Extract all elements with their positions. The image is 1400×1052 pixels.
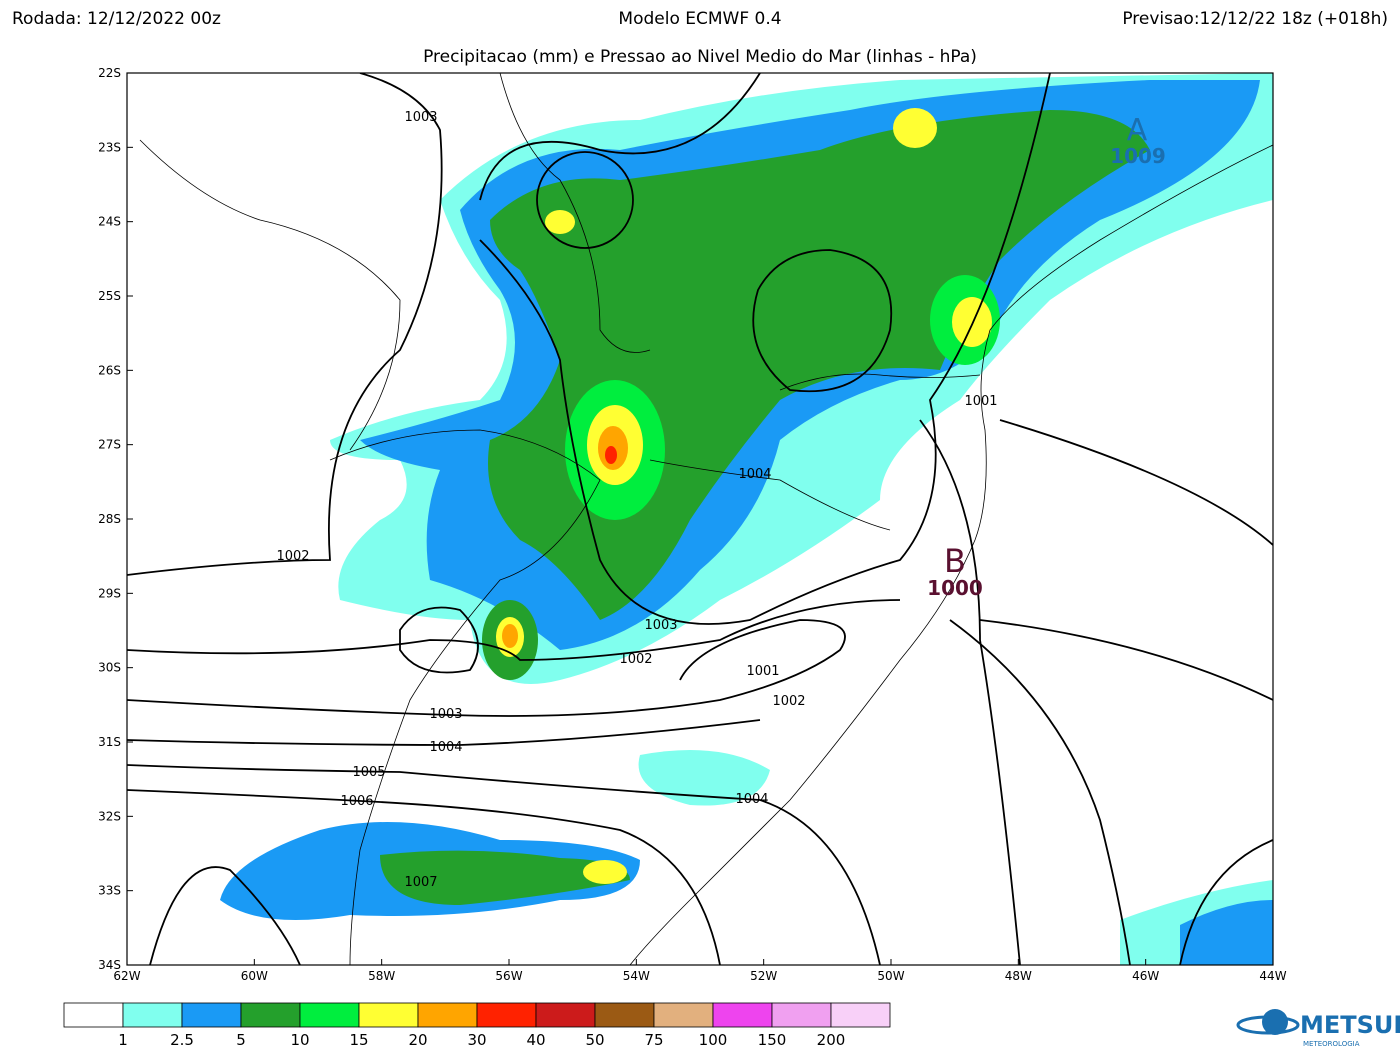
colorbar-label: 40 (526, 1031, 545, 1049)
map: 1003 1001 1004 1002 1003 1002 1001 1002 … (98, 66, 1287, 983)
colorbar-swatch (299, 1002, 360, 1028)
lat-label: 34S (98, 958, 121, 972)
lat-label: 31S (98, 735, 121, 749)
colorbar-label: 15 (349, 1031, 368, 1049)
colorbar: 1 2.5 5 10 15 20 30 40 50 75 100 150 200 (63, 1002, 891, 1049)
isobar-label: 1004 (735, 792, 768, 807)
logo-name: METSUL (1300, 1011, 1400, 1039)
isobar-label: 1004 (429, 740, 462, 755)
lat-label: 33S (98, 884, 121, 898)
isobar-label: 1001 (746, 664, 779, 679)
logo-tagline: METEOROLOGIA (1303, 1040, 1360, 1048)
lat-label: 23S (98, 140, 121, 154)
isobar-label: 1006 (340, 794, 373, 809)
lon-label: 56W (495, 969, 522, 983)
lon-label: 60W (241, 969, 268, 983)
colorbar-label: 20 (408, 1031, 427, 1049)
low-value: 1000 (927, 576, 983, 600)
borders (139, 73, 1273, 965)
isobar-label: 1002 (276, 549, 309, 564)
isobar-label: 1007 (404, 875, 437, 890)
logo: METSUL METEOROLOGIA (1236, 1009, 1400, 1048)
isobar-label: 1005 (352, 765, 385, 780)
colorbar-swatch (712, 1002, 773, 1028)
colorbar-swatch (594, 1002, 655, 1028)
isobar-label: 1001 (964, 394, 997, 409)
lon-label: 50W (877, 969, 904, 983)
lat-label: 32S (98, 809, 121, 823)
isobar-label: 1003 (404, 110, 437, 125)
colorbar-label: 50 (585, 1031, 604, 1049)
colorbar-swatch (358, 1002, 419, 1028)
lat-label: 25S (98, 289, 121, 303)
colorbar-label: 150 (758, 1031, 787, 1049)
colorbar-swatch (122, 1002, 183, 1028)
lon-label: 52W (750, 969, 777, 983)
colorbar-label: 10 (290, 1031, 309, 1049)
colorbar-label: 75 (644, 1031, 663, 1049)
colorbar-swatch (653, 1002, 714, 1028)
low-symbol: B (944, 542, 966, 580)
run-label: Rodada: 12/12/2022 00z (12, 9, 221, 29)
lon-label: 46W (1132, 969, 1159, 983)
high-symbol: A (1127, 113, 1148, 148)
lat-label: 22S (98, 66, 121, 80)
colorbar-swatch (240, 1002, 301, 1028)
lon-label: 44W (1259, 969, 1286, 983)
lon-label: 54W (623, 969, 650, 983)
lat-label: 29S (98, 586, 121, 600)
colorbar-swatch (830, 1002, 891, 1028)
colorbar-label: 200 (817, 1031, 846, 1049)
colorbar-label: 30 (467, 1031, 486, 1049)
colorbar-swatch (771, 1002, 832, 1028)
colorbar-label: 2.5 (170, 1031, 194, 1049)
colorbar-swatch (476, 1002, 537, 1028)
forecast-label: Previsao:12/12/22 18z (+018h) (1122, 9, 1388, 29)
colorbar-swatch (181, 1002, 242, 1028)
isobar-label: 1003 (429, 707, 462, 722)
lon-label: 48W (1005, 969, 1032, 983)
lat-label: 26S (98, 363, 121, 377)
colorbar-swatch (63, 1002, 124, 1028)
colorbar-label: 100 (699, 1031, 728, 1049)
lat-label: 27S (98, 438, 121, 452)
colorbar-label: 5 (236, 1031, 246, 1049)
lat-label: 28S (98, 512, 121, 526)
subtitle: Precipitacao (mm) e Pressao ao Nivel Med… (423, 47, 977, 67)
lon-label: 58W (368, 969, 395, 983)
colorbar-swatch (535, 1002, 596, 1028)
isobars (127, 73, 1273, 965)
colorbar-swatch (417, 1002, 478, 1028)
isobar-label: 1003 (644, 618, 677, 633)
lat-label: 30S (98, 661, 121, 675)
lon-label: 62W (113, 969, 140, 983)
precip-field (220, 73, 1273, 965)
isobar-label: 1002 (619, 652, 652, 667)
isobar-label: 1002 (772, 694, 805, 709)
colorbar-label: 1 (118, 1031, 128, 1049)
high-value: 1009 (1110, 144, 1166, 168)
isobar-label: 1004 (738, 467, 771, 482)
model-label: Modelo ECMWF 0.4 (618, 9, 781, 29)
lat-label: 24S (98, 215, 121, 229)
